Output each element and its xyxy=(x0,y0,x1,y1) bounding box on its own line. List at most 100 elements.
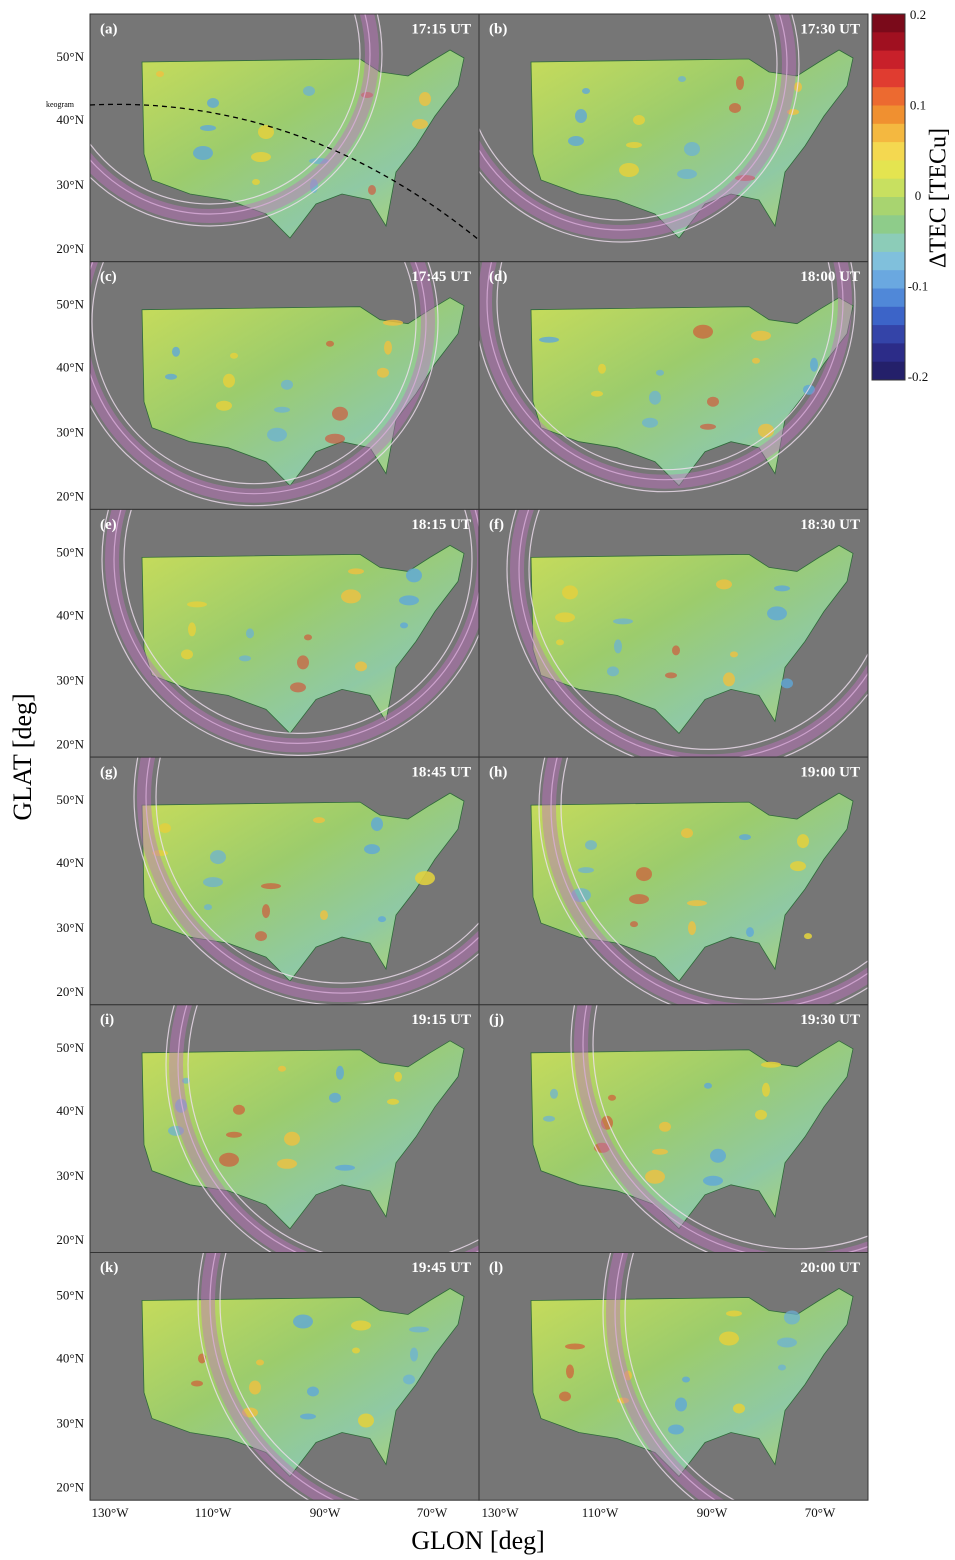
tec-patch xyxy=(261,883,281,890)
tec-patch xyxy=(219,1152,239,1167)
keogram-line xyxy=(89,103,480,241)
lat-tick-label: 40°N xyxy=(56,360,84,375)
tec-patch xyxy=(543,1115,555,1122)
tec-patch xyxy=(203,877,223,888)
tec-patch xyxy=(252,179,260,185)
tec-patch xyxy=(277,1158,297,1169)
tec-patch xyxy=(304,634,312,641)
tec-patch xyxy=(290,682,306,693)
tec-patch xyxy=(410,1347,418,1362)
map-panel: (g) 18:45 UT xyxy=(89,756,480,1006)
tec-patch xyxy=(187,601,207,608)
tec-patch xyxy=(216,400,232,411)
tec-patch xyxy=(703,1175,723,1186)
panel-content xyxy=(479,261,868,510)
panel-content xyxy=(479,757,868,1005)
tec-patch xyxy=(774,585,790,592)
tec-patch xyxy=(325,433,345,444)
wave-contour xyxy=(560,757,868,1000)
tec-patch xyxy=(246,628,254,639)
tec-patch xyxy=(594,1142,610,1153)
tec-patch xyxy=(281,379,293,390)
wave-band xyxy=(137,757,479,1003)
tec-patch xyxy=(565,1343,585,1350)
tec-patch xyxy=(387,1098,399,1105)
wave-contour xyxy=(197,1252,310,1501)
tec-patch xyxy=(191,1380,203,1387)
panel-content xyxy=(479,509,868,758)
wave-contour xyxy=(518,509,868,758)
panel-time: 18:45 UT xyxy=(411,765,471,781)
tec-patch xyxy=(619,163,639,177)
panel-content xyxy=(479,1252,868,1501)
lat-tick-label: 30°N xyxy=(56,672,84,687)
wave-contour xyxy=(90,261,439,507)
lat-tick-label: 20°N xyxy=(56,1232,84,1247)
colorbar-segment xyxy=(872,32,905,52)
tec-patch xyxy=(804,933,812,940)
wave-contour xyxy=(165,1004,273,1253)
tec-patch xyxy=(681,828,693,839)
panel-label: (d) xyxy=(489,269,507,285)
tec-patch xyxy=(751,330,771,341)
wave-contour xyxy=(486,261,844,481)
tec-patch xyxy=(419,92,431,106)
lat-tick-label: 50°N xyxy=(56,544,84,559)
keogram-label: keogram xyxy=(46,100,75,109)
lat-tick-label: 30°N xyxy=(56,177,84,192)
tec-patch xyxy=(568,136,584,146)
tec-patch xyxy=(384,340,392,355)
tec-patch xyxy=(204,904,212,911)
panel-label: (l) xyxy=(489,1260,503,1276)
lon-tick-label: 90°W xyxy=(697,1505,728,1520)
tec-patch xyxy=(159,823,171,834)
us-tec-map xyxy=(530,297,854,487)
tec-patch xyxy=(700,423,716,430)
tec-patch xyxy=(810,357,818,372)
wave-contour xyxy=(101,509,479,756)
y-axis-label: GLAT [deg] xyxy=(8,693,37,820)
tec-patch xyxy=(284,1131,300,1146)
tec-patch xyxy=(223,373,235,388)
tec-patch xyxy=(562,585,578,600)
wave-contour xyxy=(90,261,427,495)
lat-tick-label: 50°N xyxy=(56,49,84,64)
lat-tick-label: 40°N xyxy=(56,1350,84,1365)
tec-patch xyxy=(733,1403,745,1414)
tec-patch xyxy=(358,1413,374,1428)
tec-patch xyxy=(539,336,559,343)
tec-patch xyxy=(335,1164,355,1171)
panel-content xyxy=(479,1004,868,1253)
tec-patch xyxy=(378,916,386,923)
colorbar-segment xyxy=(872,251,905,271)
tec-patch xyxy=(383,319,403,326)
us-tec-map xyxy=(141,297,465,487)
tec-patch xyxy=(555,612,575,623)
colorbar-segment xyxy=(872,105,905,125)
tec-patch xyxy=(303,86,315,96)
panel-time: 19:45 UT xyxy=(411,1260,471,1276)
tec-patch xyxy=(575,109,587,123)
tec-patch xyxy=(678,76,686,82)
tec-patch xyxy=(762,1082,770,1097)
colorbar-segment xyxy=(872,178,905,198)
tec-patch xyxy=(585,840,597,851)
colorbar-segment xyxy=(872,197,905,216)
map-panel: (e) 18:15 UT xyxy=(89,508,480,758)
tec-patch xyxy=(729,103,741,113)
tec-patch xyxy=(320,910,328,921)
colorbar-segment xyxy=(872,233,905,253)
tec-patch xyxy=(400,622,408,629)
tec-patch xyxy=(193,146,213,160)
colorbar-segment xyxy=(872,123,905,143)
colorbar-tick-label: 0 xyxy=(915,188,922,203)
tec-patch xyxy=(723,672,735,687)
tec-patch xyxy=(582,88,590,94)
tec-patch xyxy=(181,649,193,660)
tec-patch xyxy=(175,1098,187,1113)
map-panel: (f) 18:30 UT xyxy=(478,508,869,758)
tec-patch xyxy=(649,390,661,405)
tec-patch xyxy=(736,76,744,90)
tec-patch xyxy=(626,142,642,148)
colorbar-segment xyxy=(872,215,905,235)
